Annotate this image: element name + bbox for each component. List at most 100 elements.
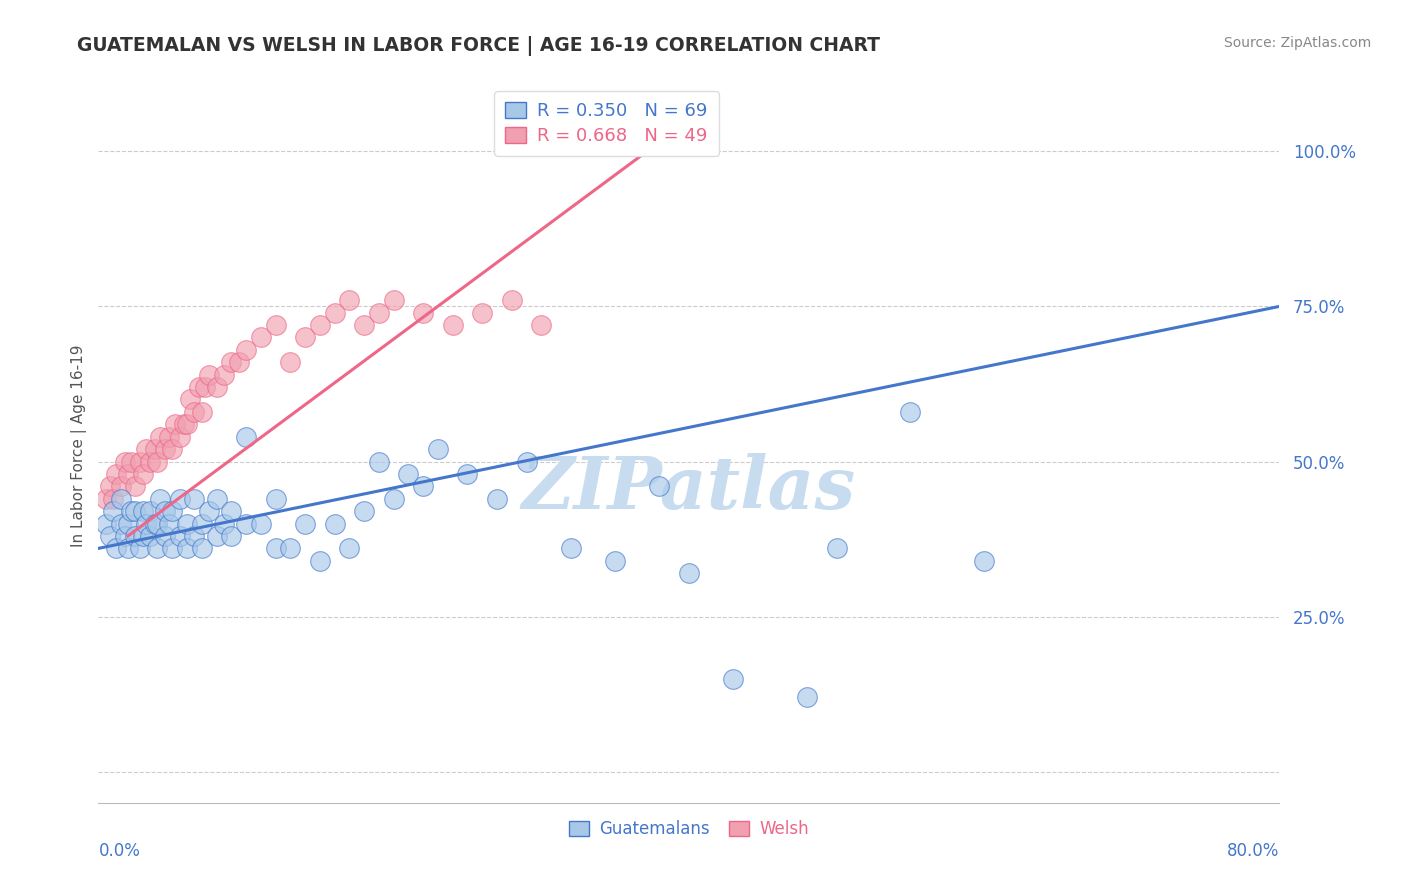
Point (900, 405, 922, 419)
Point (412, 305, 434, 319)
Y-axis label: In Labor Force | Age 16-19: In Labor Force | Age 16-19 (72, 344, 87, 548)
Point (353, 318, 375, 332)
Point (157, 516, 180, 531)
Point (169, 491, 191, 506)
Point (280, 355, 302, 369)
Point (105, 541, 128, 556)
Point (105, 467, 128, 481)
Point (486, 491, 509, 506)
Point (441, 318, 464, 332)
Text: ZIPatlas: ZIPatlas (522, 453, 856, 524)
Point (427, 442, 450, 456)
Point (157, 430, 180, 444)
Point (264, 318, 287, 332)
Point (173, 417, 195, 432)
Point (153, 504, 176, 518)
Point (264, 491, 287, 506)
Point (179, 392, 201, 407)
Point (139, 504, 162, 518)
Point (146, 516, 169, 531)
Point (198, 504, 221, 518)
Point (110, 491, 132, 506)
Text: 0.0%: 0.0% (98, 842, 141, 860)
Point (146, 541, 169, 556)
Point (149, 430, 172, 444)
Point (94, 491, 117, 506)
Point (187, 380, 209, 394)
Point (162, 442, 183, 456)
Point (294, 330, 316, 344)
Point (191, 405, 214, 419)
Point (143, 442, 166, 456)
Point (309, 318, 332, 332)
Point (149, 491, 172, 506)
Point (412, 479, 434, 493)
Point (205, 529, 228, 543)
Point (120, 454, 142, 468)
Point (132, 467, 155, 481)
Point (132, 529, 155, 543)
Point (153, 442, 176, 456)
Point (146, 454, 169, 468)
Point (135, 442, 157, 456)
Point (124, 529, 146, 543)
Point (114, 454, 136, 468)
Point (110, 479, 132, 493)
Point (309, 554, 332, 568)
Point (457, 467, 479, 481)
Point (825, 541, 848, 556)
Point (128, 541, 150, 556)
Point (117, 541, 139, 556)
Point (176, 541, 198, 556)
Point (205, 491, 228, 506)
Point (103, 504, 125, 518)
Point (165, 417, 187, 432)
Point (560, 541, 582, 556)
Point (139, 529, 162, 543)
Point (194, 380, 217, 394)
Point (648, 479, 671, 493)
Point (94, 516, 117, 531)
Point (139, 454, 162, 468)
Point (124, 504, 146, 518)
Point (117, 467, 139, 481)
Point (183, 405, 205, 419)
Point (221, 529, 243, 543)
Point (191, 516, 214, 531)
Point (368, 305, 391, 319)
Point (176, 516, 198, 531)
Text: 80.0%: 80.0% (1227, 842, 1279, 860)
Point (98, 479, 121, 493)
Point (98, 529, 121, 543)
Point (117, 516, 139, 531)
Point (128, 454, 150, 468)
Point (235, 343, 257, 357)
Point (796, 690, 818, 705)
Point (221, 504, 243, 518)
Point (605, 554, 627, 568)
Point (169, 529, 191, 543)
Text: GUATEMALAN VS WELSH IN LABOR FORCE | AGE 16-19 CORRELATION CHART: GUATEMALAN VS WELSH IN LABOR FORCE | AGE… (77, 36, 880, 55)
Point (162, 504, 183, 518)
Point (135, 516, 157, 531)
Point (132, 504, 155, 518)
Point (353, 504, 375, 518)
Point (382, 491, 405, 506)
Point (114, 529, 136, 543)
Point (382, 293, 405, 308)
Point (516, 454, 538, 468)
Point (264, 541, 287, 556)
Point (501, 293, 523, 308)
Point (153, 529, 176, 543)
Point (143, 516, 166, 531)
Point (723, 672, 745, 686)
Point (678, 566, 700, 581)
Point (235, 430, 257, 444)
Point (250, 330, 273, 344)
Point (339, 541, 361, 556)
Point (228, 355, 250, 369)
Point (110, 516, 132, 531)
Point (530, 318, 553, 332)
Point (191, 541, 214, 556)
Point (323, 516, 346, 531)
